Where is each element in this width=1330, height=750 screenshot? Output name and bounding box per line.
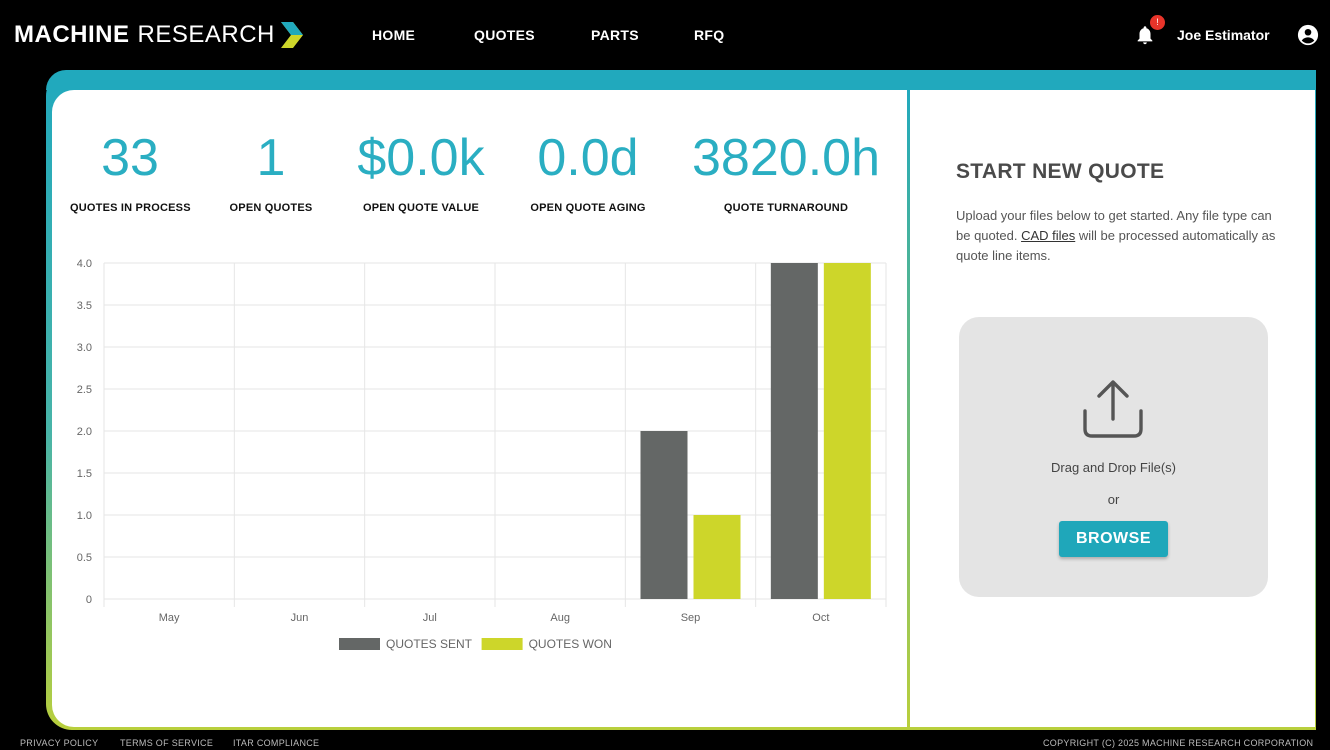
bar-quotes-won — [823, 263, 871, 599]
kpi-label: OPEN QUOTE AGING — [530, 202, 646, 214]
nav-home[interactable]: HOME — [372, 27, 416, 43]
kpi-label: QUOTE TURNAROUND — [723, 202, 849, 214]
kpi-label: OPEN QUOTE VALUE — [362, 202, 480, 214]
x-tick-label: Jul — [423, 612, 437, 624]
y-tick-label: 2.0 — [77, 426, 92, 438]
metrics-card: 33 QUOTES IN PROCESS 1 OPEN QUOTES $0.0k… — [52, 90, 907, 727]
user-account-icon[interactable] — [1297, 24, 1319, 46]
description-text-end: will be processed automatically as quote… — [956, 228, 1276, 263]
bar-quotes-won — [693, 515, 741, 599]
drag-drop-text: Drag and Drop File(s) — [1051, 460, 1176, 475]
bell-icon[interactable] — [1134, 24, 1156, 46]
nav-quotes[interactable]: QUOTES — [474, 27, 535, 43]
kpi-label: OPEN QUOTES — [229, 202, 313, 214]
upload-icon — [1083, 380, 1143, 438]
footer-terms-link[interactable]: TERMS OF SERVICE — [120, 738, 214, 748]
kpi-quote-turnaround: 3820.0h QUOTE TURNAROUND — [682, 128, 890, 214]
dashboard-frame-top — [46, 70, 1316, 90]
y-tick-label: 3.0 — [77, 342, 92, 354]
nav-parts[interactable]: PARTS — [591, 27, 639, 43]
panel-divider — [907, 90, 910, 727]
x-tick-label: Oct — [812, 612, 829, 624]
legend-label: QUOTES SENT — [386, 637, 473, 651]
or-text: or — [1107, 492, 1120, 507]
y-tick-label: 1.5 — [77, 468, 92, 480]
brand-logo[interactable]: MACHINE RESEARCH — [14, 20, 303, 50]
legend-swatch — [481, 638, 523, 650]
x-tick-label: Jun — [291, 612, 309, 624]
browse-button[interactable]: BROWSE — [1059, 521, 1168, 557]
cad-files-link[interactable]: CAD files — [1021, 228, 1076, 243]
y-tick-label: 0 — [86, 594, 92, 606]
brand-name-bold: MACHINE — [14, 21, 130, 48]
kpi-value: 1 — [256, 129, 286, 187]
y-tick-label: 4.0 — [77, 258, 92, 270]
footer-privacy-link[interactable]: PRIVACY POLICY — [20, 738, 99, 748]
description-text: Upload your files below to get started. … — [956, 208, 1272, 243]
nav-rfq[interactable]: RFQ — [694, 27, 725, 43]
y-tick-label: 0.5 — [77, 552, 92, 564]
y-tick-label: 1.0 — [77, 510, 92, 522]
footer-copyright: COPYRIGHT (C) 2025 MACHINE RESEARCH CORP… — [1043, 738, 1314, 748]
kpi-quotes-in-process: 33 QUOTES IN PROCESS — [70, 128, 191, 214]
kpi-open-quote-aging: 0.0d OPEN QUOTE AGING — [518, 128, 658, 214]
y-tick-label: 3.5 — [77, 300, 92, 312]
x-tick-label: Aug — [550, 612, 570, 624]
kpi-open-quote-value: $0.0k OPEN QUOTE VALUE — [351, 128, 491, 214]
new-quote-panel: START NEW QUOTE Upload your files below … — [910, 90, 1315, 727]
quotes-bar-chart: 4.0 3.5 3.0 2.5 2.0 1.5 1.0 0.5 0 May Jun Jul Aug Sep… — [77, 258, 887, 651]
kpi-value: $0.0k — [357, 129, 485, 187]
bar-quotes-sent — [770, 263, 818, 599]
x-tick-label: Sep — [681, 612, 701, 624]
notification-badge: ! — [1150, 15, 1165, 30]
kpi-open-quotes: 1 OPEN QUOTES — [211, 128, 331, 214]
legend-label: QUOTES WON — [529, 637, 612, 651]
kpi-label: QUOTES IN PROCESS — [70, 202, 191, 214]
kpi-value: 33 — [101, 129, 159, 187]
kpi-value: 0.0d — [537, 129, 639, 187]
legend-swatch — [339, 638, 380, 650]
chevron-logo-icon — [280, 22, 303, 48]
y-tick-label: 2.5 — [77, 384, 92, 396]
top-navigation-bar: MACHINE RESEARCH HOME QUOTES PARTS RFQ !… — [0, 0, 1330, 70]
kpi-value: 3820.0h — [692, 129, 880, 187]
brand-name-light: RESEARCH — [137, 21, 275, 48]
new-quote-title: START NEW QUOTE — [956, 160, 1165, 183]
x-tick-label: May — [159, 612, 180, 624]
file-drop-zone[interactable]: Drag and Drop File(s) or BROWSE — [959, 317, 1268, 597]
new-quote-description: Upload your files below to get started. … — [956, 206, 1286, 266]
footer-itar-link[interactable]: ITAR COMPLIANCE — [233, 738, 320, 748]
bar-quotes-sent — [640, 431, 688, 599]
user-name[interactable]: Joe Estimator — [1177, 27, 1270, 43]
